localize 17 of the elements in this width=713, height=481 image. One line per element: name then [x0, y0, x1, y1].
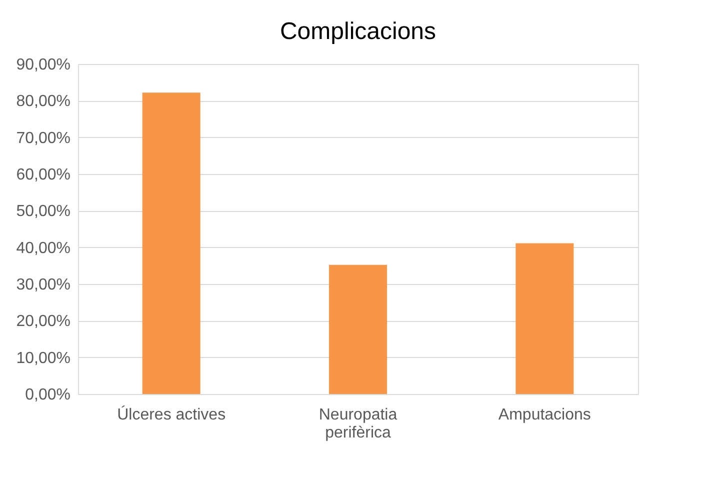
y-tick-label: 80,00%: [16, 93, 70, 110]
bar: [142, 92, 200, 394]
x-tick-label: Amputacions: [498, 406, 591, 424]
y-tick-label: 20,00%: [16, 313, 70, 330]
y-tick-label: 0,00%: [25, 386, 70, 404]
bar: [329, 264, 387, 394]
y-tick-label: 90,00%: [16, 56, 70, 74]
y-tick-label: 30,00%: [16, 276, 70, 294]
x-tick-label: Neuropatia perifèrica: [318, 406, 398, 442]
y-tick-label: 50,00%: [16, 203, 70, 220]
chart-title: Complicacions: [280, 18, 436, 45]
y-tick-label: 40,00%: [16, 240, 70, 257]
bar: [516, 243, 574, 394]
y-tick-label: 70,00%: [16, 130, 70, 147]
y-tick-label: 10,00%: [16, 350, 70, 367]
x-tick-label: Úlceres actives: [117, 406, 226, 424]
y-tick-label: 60,00%: [16, 166, 70, 184]
